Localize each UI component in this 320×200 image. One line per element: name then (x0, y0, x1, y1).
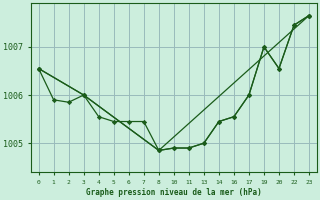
X-axis label: Graphe pression niveau de la mer (hPa): Graphe pression niveau de la mer (hPa) (86, 188, 262, 197)
